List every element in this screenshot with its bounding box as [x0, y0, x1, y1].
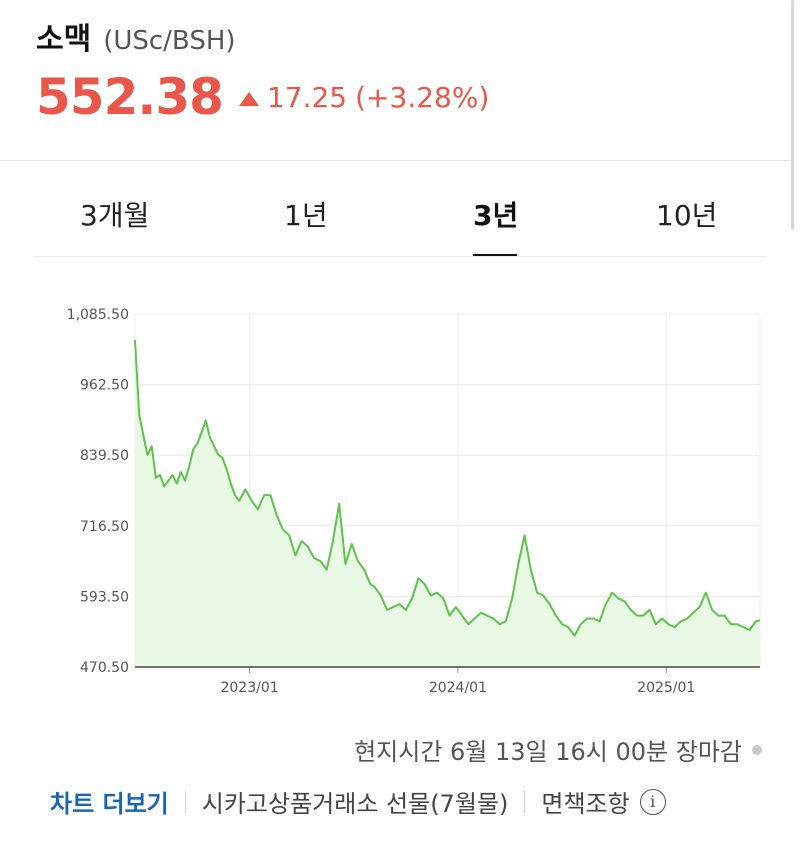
series-line — [134, 340, 761, 637]
scrollbar[interactable] — [791, 0, 794, 230]
y-tick-label: 593.50 — [80, 589, 129, 605]
active-tab-indicator — [473, 254, 517, 256]
commodity-name: 소맥 — [36, 22, 92, 57]
status-dot — [752, 744, 762, 755]
exchange-info: 시카고상품거래소 선물(7월물) — [201, 790, 509, 818]
price-chart: 1,085.50 962.50 839.50 716.50 593.50 470.50 20… — [67, 307, 761, 696]
current-price: 552.38 — [36, 68, 224, 126]
market-close-status: 현지시간 6월 13일 16시 00분 장마감 — [354, 732, 762, 767]
more-chart-link[interactable]: 차트 더보기 — [50, 790, 169, 818]
price-change: 17.25 — [266, 80, 348, 114]
quote-header: 소맥 (USc/BSH) 552.38 17.25 (+3.28%) — [36, 14, 489, 126]
separator — [184, 790, 186, 813]
x-tick-label: 2023/01 — [220, 680, 278, 696]
y-tick-label: 716.50 — [80, 519, 129, 535]
triangle-up-icon — [238, 92, 259, 106]
info-icon[interactable]: i — [639, 788, 666, 815]
disclaimer-link[interactable]: 면책조항 i — [541, 784, 666, 819]
tab-1-year[interactable]: 1년 — [284, 199, 328, 232]
market-close-timestamp: 현지시간 6월 13일 16시 00분 장마감 — [354, 738, 742, 766]
price-unit: (USc/BSH) — [103, 26, 236, 56]
x-tick-label: 2024/01 — [429, 680, 487, 696]
y-tick-label: 1,085.50 — [67, 307, 129, 323]
tab-10-years[interactable]: 10년 — [656, 199, 718, 232]
price-change-percent: (+3.28%) — [355, 80, 490, 114]
x-tick-label: 2025/01 — [637, 680, 695, 696]
separator — [524, 790, 526, 813]
tab-3-months[interactable]: 3개월 — [80, 199, 150, 232]
period-tabs: 3개월 1년 3년 10년 — [34, 168, 766, 257]
header-divider — [0, 160, 790, 161]
y-tick-label: 470.50 — [80, 660, 129, 676]
y-tick-label: 839.50 — [80, 448, 129, 464]
footer-links: 차트 더보기 시카고상품거래소 선물(7월물) 면책조항 i — [50, 784, 666, 819]
y-tick-label: 962.50 — [80, 378, 129, 394]
series-area — [135, 340, 760, 667]
tab-3-years[interactable]: 3년 — [473, 199, 519, 232]
disclaimer-label: 면책조항 — [541, 790, 630, 818]
